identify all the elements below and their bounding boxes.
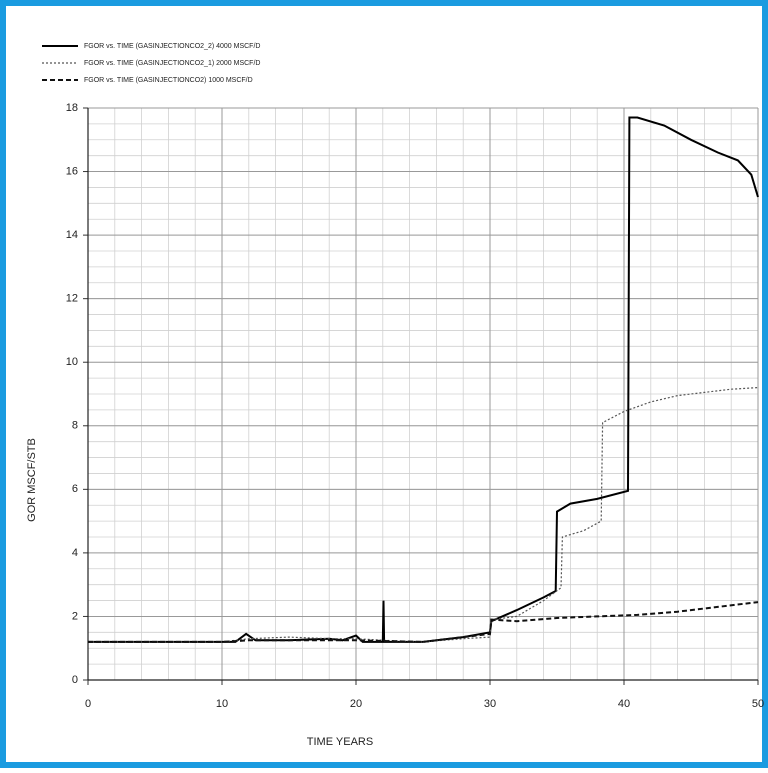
y-tick-label: 18 — [66, 102, 78, 114]
x-tick-label: 10 — [216, 698, 228, 710]
y-tick-label: 2 — [72, 610, 78, 622]
y-axis-label: GOR MSCF/STB — [26, 438, 38, 522]
legend-label: FGOR vs. TIME (GASINJECTIONCO2_2) 4000 M… — [84, 43, 260, 50]
series-line — [88, 116, 759, 643]
x-tick-label: 50 — [752, 698, 764, 710]
y-tick-label: 12 — [66, 293, 78, 305]
y-tick-label: 14 — [66, 229, 78, 241]
y-tick-label: 16 — [66, 165, 78, 177]
y-tick-label: 6 — [72, 483, 78, 495]
x-tick-label: 20 — [350, 698, 362, 710]
x-tick-label: 30 — [484, 698, 496, 710]
y-tick-label: 8 — [72, 420, 78, 432]
y-tick-label: 4 — [72, 547, 78, 559]
x-tick-label: 0 — [85, 698, 91, 710]
x-tick-label: 40 — [618, 698, 630, 710]
y-tick-label: 10 — [66, 356, 78, 368]
legend-label: FGOR vs. TIME (GASINJECTIONCO2) 1000 MSC… — [84, 77, 253, 84]
series-line — [88, 601, 759, 643]
x-axis-label: TIME YEARS — [307, 736, 373, 748]
y-tick-label: 0 — [72, 674, 78, 686]
legend-label: FGOR vs. TIME (GASINJECTIONCO2_1) 2000 M… — [84, 60, 260, 67]
series-line — [88, 387, 759, 643]
